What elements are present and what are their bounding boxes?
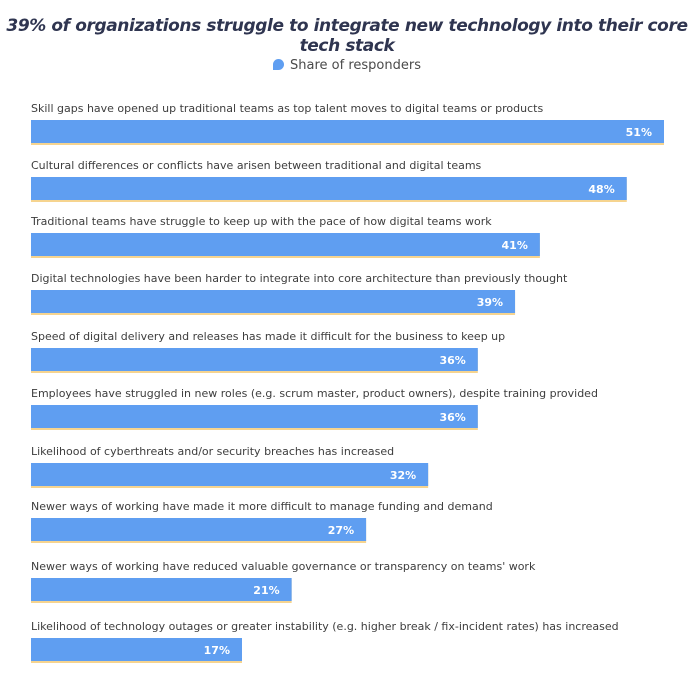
bar-value-label: 36% (439, 411, 465, 424)
category-label: Newer ways of working have made it more … (31, 500, 493, 513)
legend-label: Share of responders (290, 58, 421, 73)
bar-value-label: 51% (626, 126, 652, 139)
category-label: Employees have struggled in new roles (e… (31, 387, 598, 400)
bar-value-label: 39% (477, 296, 503, 309)
bar-value-label: 32% (390, 469, 416, 482)
bar-value-label: 17% (204, 644, 230, 657)
bar (31, 177, 627, 200)
bar (31, 578, 292, 601)
category-label: Traditional teams have struggle to keep … (30, 215, 492, 228)
bar (31, 120, 664, 143)
category-label: Cultural differences or conflicts have a… (31, 159, 482, 172)
bar-value-label: 21% (253, 584, 279, 597)
bar-value-label: 41% (502, 239, 528, 252)
category-label: Speed of digital delivery and releases h… (31, 330, 505, 343)
legend-swatch-icon (273, 59, 285, 70)
bar (31, 463, 429, 486)
category-label: Digital technologies have been harder to… (31, 272, 568, 285)
bar (31, 233, 540, 256)
bar (31, 348, 478, 371)
bar (31, 518, 367, 541)
category-label: Likelihood of technology outages or grea… (31, 620, 619, 633)
legend: Share of responders (0, 58, 694, 73)
category-label: Skill gaps have opened up traditional te… (31, 102, 543, 115)
bar-value-label: 48% (588, 183, 614, 196)
bar-value-label: 36% (439, 354, 465, 367)
bar (31, 638, 242, 661)
chart-title: 39% of organizations struggle to integra… (6, 16, 688, 56)
bar (31, 405, 478, 428)
bar-value-label: 27% (328, 524, 354, 537)
category-label: Newer ways of working have reduced valua… (31, 560, 536, 573)
category-label: Likelihood of cyberthreats and/or securi… (31, 445, 394, 458)
bar (31, 290, 516, 313)
